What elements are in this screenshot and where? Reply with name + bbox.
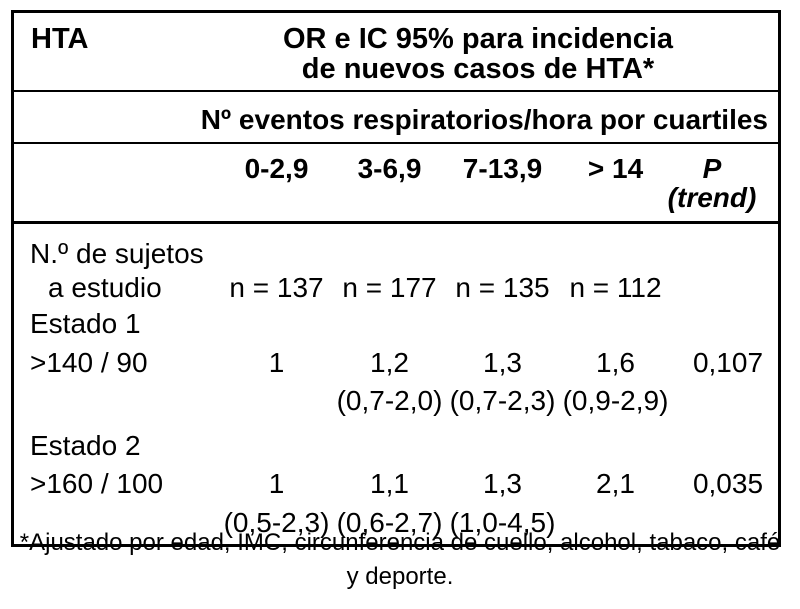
table-row-subjects: N.º de sujetos [14, 239, 778, 273]
data-cell: 1,1 [370, 468, 409, 499]
footnote-line2: y deporte. [346, 563, 454, 590]
table-row-estado2: Estado 2 [14, 431, 778, 469]
column-headers-row: 0-2,9 3-6,9 7-13,9 > 14 P (trend) [14, 144, 778, 224]
data-cell: (0,7-2,0) [336, 385, 443, 416]
data-cell: 1,3 [483, 347, 522, 378]
data-cell: (0,5-2,3) [223, 507, 330, 538]
data-cell: (0,7-2,3) [449, 385, 556, 416]
data-cell: 1,6 [596, 347, 635, 378]
row-label: >160 / 100 [30, 468, 164, 499]
table-row-140-90-ci: (0,7-2,0) (0,7-2,3) (0,9-2,9) [14, 386, 778, 431]
column-header-p-trend: P (trend) [667, 153, 757, 213]
table-subheader: Nº eventos respiratorios/hora por cuarti… [14, 92, 778, 144]
table-row-estado1: Estado 1 [14, 309, 778, 348]
table-title: OR e IC 95% para incidencia de nuevos ca… [199, 24, 757, 84]
data-cell: n = 137 [229, 272, 324, 303]
column-header-q1: 0-2,9 [244, 153, 309, 184]
footnote-line1: *Ajustado por edad, IMC, circunferencia … [19, 529, 781, 556]
row-label: Estado 2 [30, 430, 141, 461]
column-header-q3: 7-13,9 [462, 153, 543, 184]
table-header-row: HTA OR e IC 95% para incidencia de nuevo… [14, 13, 778, 92]
row-label: a estudio [48, 272, 162, 303]
column-header-q4: > 14 [587, 153, 644, 184]
table-row-160-100: >160 / 100 1 1,1 1,3 2,1 0,035 [14, 469, 778, 508]
table-row-160-100-ci: (0,5-2,3) (0,6-2,7) (1,0-4,5) [14, 508, 778, 537]
data-cell: 0,107 [692, 347, 764, 378]
table-title-line1: OR e IC 95% para incidencia [282, 23, 674, 55]
table-body: N.º de sujetos a estudio n = 137 n = 177… [14, 224, 778, 544]
data-cell: 1,3 [483, 468, 522, 499]
data-cell: n = 135 [455, 272, 550, 303]
data-cell: n = 112 [569, 272, 662, 303]
data-cell: 2,1 [596, 468, 635, 499]
hta-table: HTA OR e IC 95% para incidencia de nuevo… [11, 10, 781, 547]
column-header-q2: 3-6,9 [357, 153, 422, 184]
data-cell: 1 [268, 347, 285, 378]
data-cell: 0,035 [692, 468, 764, 499]
data-cell: 1 [268, 468, 285, 499]
data-cell: (1,0-4,5) [449, 507, 556, 538]
table-row-140-90: >140 / 90 1 1,2 1,3 1,6 0,107 [14, 348, 778, 386]
row-label: >140 / 90 [30, 347, 148, 378]
table-row-subjects-n: a estudio n = 137 n = 177 n = 135 n = 11… [14, 273, 778, 309]
column-header-spacer [14, 154, 220, 212]
data-cell: (0,9-2,9) [562, 385, 669, 416]
data-cell: 1,2 [370, 347, 409, 378]
data-cell: n = 177 [342, 272, 437, 303]
row-label: Estado 1 [30, 308, 141, 339]
table-title-line2: de nuevos casos de HTA* [301, 53, 655, 85]
data-cell: (0,6-2,7) [336, 507, 443, 538]
row-label: N.º de sujetos [30, 238, 204, 269]
footnote: *Ajustado por edad, IMC, circunferencia … [0, 526, 800, 594]
row-header-hta: HTA [31, 23, 89, 55]
